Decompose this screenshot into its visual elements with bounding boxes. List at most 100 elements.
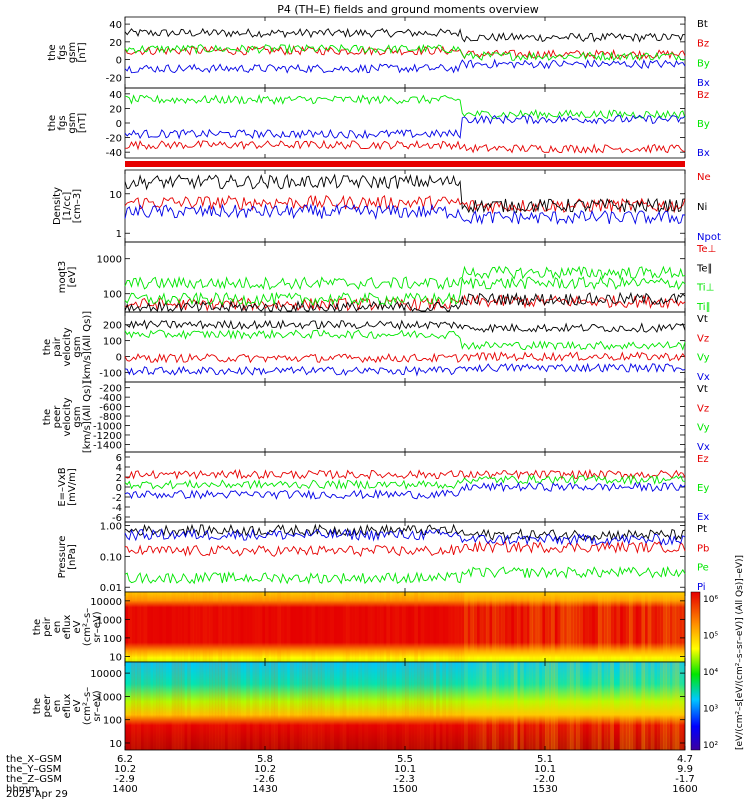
legend-entry: Ex <box>697 512 709 523</box>
spectrogram-cell <box>174 662 179 750</box>
spectrogram-cell <box>426 592 431 662</box>
spectrogram-cell <box>669 592 674 662</box>
series-line-Bx <box>124 58 686 74</box>
spectrogram-cell <box>495 592 499 662</box>
y-axis-label-line: [nT] <box>77 42 88 62</box>
spectrogram-cell <box>644 662 649 750</box>
spectrogram-cell <box>482 662 487 750</box>
spectrogram-cell <box>324 592 328 662</box>
spectrogram-cell <box>566 592 571 662</box>
series-line-Ne <box>124 194 686 215</box>
spectrogram-cell <box>597 592 602 662</box>
legend-entry: By <box>697 119 710 130</box>
spectrogram-cell <box>190 592 194 662</box>
legend-entry: Vt <box>697 384 708 395</box>
time-axis-value: 10.1 <box>394 764 416 775</box>
spectrogram-cell <box>498 662 502 750</box>
spectrogram-cell <box>361 662 366 750</box>
spectrogram-cell <box>433 592 437 662</box>
spectrogram-cell <box>405 592 409 662</box>
spectrogram-cell <box>386 662 390 750</box>
series-line-Bx <box>124 114 686 140</box>
spectrogram-cell <box>529 662 534 750</box>
y-axis-label-line: (cm²–s– <box>82 608 93 646</box>
spectrogram-cell <box>473 592 478 662</box>
y-axis-label-line: E=–VxB <box>57 467 68 506</box>
spectrogram-cell <box>162 662 166 750</box>
spectrogram-cell <box>554 592 558 662</box>
spectrogram-cell <box>485 592 490 662</box>
spectrogram-cell <box>305 592 309 662</box>
spectrogram-cell <box>560 592 565 662</box>
spectrogram-cell <box>349 592 353 662</box>
legend-entry: Ne <box>697 172 711 183</box>
y-tick-label: 10000 <box>90 597 122 608</box>
legend-entry: Vy <box>697 353 710 364</box>
spectrogram-cell <box>196 662 201 750</box>
spectrogram-cell <box>150 662 154 750</box>
spectrogram-cell <box>585 592 590 662</box>
spectrogram-cell <box>143 662 148 750</box>
legend-entry: Vx <box>697 372 710 383</box>
spectrogram-cell <box>597 662 602 750</box>
series-line-By <box>124 43 686 62</box>
spectrogram-cell <box>202 592 207 662</box>
spectrogram-cell <box>346 662 350 750</box>
spectrogram-cell <box>337 592 341 662</box>
spectrogram-cell <box>317 662 322 750</box>
spectrogram-cell <box>529 592 534 662</box>
spectrogram-cell <box>604 662 608 750</box>
spectrogram-cell <box>551 592 555 662</box>
spectrogram-cell <box>610 662 614 750</box>
spectrogram-cell <box>582 592 586 662</box>
spectrogram-cell <box>411 592 415 662</box>
y-axis-label-line: moqt3 <box>57 261 68 294</box>
legend-entry: Vy <box>697 423 710 434</box>
spectrogram-cell <box>141 662 145 750</box>
spectrogram-cell <box>330 592 334 662</box>
time-axis-row-label: the_X–GSM <box>6 754 62 765</box>
spectrogram-cell <box>408 662 412 750</box>
spectrogram-cell <box>622 662 627 750</box>
y-axis-label-line: peer <box>42 694 53 718</box>
spectrogram-cell <box>557 662 562 750</box>
spectrogram-cell <box>398 592 403 662</box>
spectrogram-cell <box>396 662 400 750</box>
spectrogram-cell <box>650 662 655 750</box>
spectrogram-cell <box>489 662 493 750</box>
spectrogram-cell <box>327 592 331 662</box>
spectrogram-cell <box>476 662 481 750</box>
spectrogram-cell <box>641 592 646 662</box>
y-tick-label: 1.00 <box>100 522 122 533</box>
spectrogram-cell <box>302 662 306 750</box>
spectrogram-cell <box>187 662 191 750</box>
spectrogram-cell <box>601 592 605 662</box>
series-line-Ti⊥ <box>124 265 686 291</box>
y-tick-label: 1000 <box>97 615 122 626</box>
spectrogram-cell <box>218 592 222 662</box>
spectrogram-cell <box>171 662 176 750</box>
spectrogram-cell <box>299 592 303 662</box>
y-tick-label: 40 <box>109 20 122 31</box>
colorbar-tick-label: 10² <box>703 741 718 751</box>
y-axis-label-line: the <box>42 339 53 355</box>
time-axis-value: 10.2 <box>114 764 136 775</box>
spectrogram-cell <box>635 592 639 662</box>
spectrogram-cell <box>224 592 229 662</box>
colorbar-tick-label: 10³ <box>703 705 718 715</box>
spectrogram-cell <box>678 662 683 750</box>
series-line-Pe <box>124 565 686 585</box>
spectrogram-electron <box>125 662 685 750</box>
series-line-Ex <box>124 481 686 500</box>
spectrogram-cell <box>477 592 481 662</box>
spectrogram-cell <box>638 662 642 750</box>
time-axis-value: 10.2 <box>254 764 276 775</box>
y-axis-label-line: gsm <box>72 406 83 427</box>
time-axis-value: 1430 <box>252 784 277 795</box>
spectrogram-cell <box>485 662 490 750</box>
spectrogram-cell <box>321 592 325 662</box>
spectrogram-cell <box>249 662 253 750</box>
spectrogram-cell <box>389 592 394 662</box>
time-axis-value: 1530 <box>532 784 557 795</box>
spectrogram-cell <box>629 592 633 662</box>
